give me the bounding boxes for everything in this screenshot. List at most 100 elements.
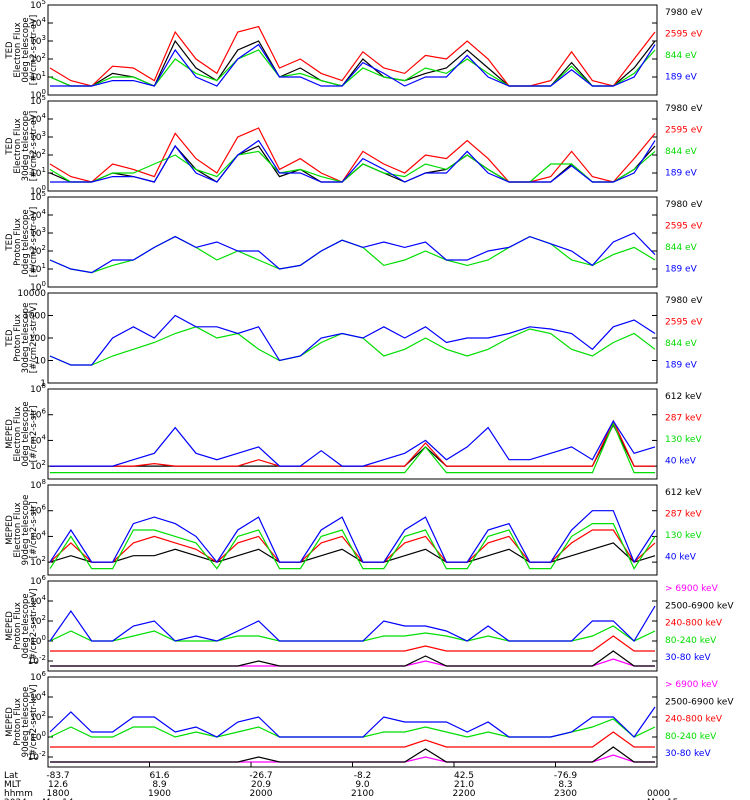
legend-entry: 40 keV	[665, 552, 697, 562]
y-axis-label-line: 30deg telescope	[21, 303, 31, 374]
y-tick-label: 10	[35, 357, 47, 367]
series-line	[49, 706, 656, 738]
y-axis-label-line: 0deg telescope	[21, 17, 31, 82]
legend-entry: 189 eV	[665, 264, 698, 274]
plot-frame	[47, 676, 658, 768]
y-tick-label: 105	[30, 94, 46, 107]
x-tick-label: 2100	[351, 789, 374, 799]
y-tick-label-exponent: 1	[42, 166, 46, 174]
x-row-label: hhmm	[4, 789, 33, 799]
y-axis-label-line: [#/cm2-s-str-eV]	[29, 303, 39, 373]
y-tick-label-base: 10	[30, 91, 42, 101]
series-line	[50, 635, 655, 652]
series-line	[50, 650, 655, 667]
y-tick-label-base: 10	[30, 597, 42, 607]
series-line	[50, 419, 656, 467]
series-line	[49, 232, 656, 274]
y-tick-label-exponent: 4	[42, 208, 47, 216]
legend-entry: 240-800 keV	[665, 619, 723, 629]
y-tick-label-exponent: 0	[42, 88, 46, 96]
plot-frame	[47, 196, 658, 288]
y-tick-label: 10000	[17, 289, 46, 299]
y-axis-label-line: TED	[5, 329, 15, 348]
series-line	[49, 127, 656, 183]
x-tick-label: 61.6	[149, 771, 169, 781]
y-tick-label-base: 10	[30, 115, 42, 125]
y-tick-label-exponent: 2	[42, 555, 46, 563]
y-tick-label-base: 10	[30, 73, 42, 83]
y-axis-label-line: MEPED	[5, 419, 15, 449]
y-tick-label: 101	[30, 262, 46, 275]
y-tick-label: 102	[30, 555, 46, 568]
y-tick-label-exponent: 5	[42, 94, 46, 102]
y-tick-label: 104	[30, 112, 46, 125]
y-tick-label-base: 10	[30, 637, 42, 647]
legend-entry: 189 eV	[665, 168, 698, 178]
plot-frame	[47, 580, 658, 672]
y-axis-label-line: Proton Flux	[13, 602, 23, 650]
y-axis-label-line: 0deg telescope	[21, 209, 31, 274]
y-tick-label: 106	[30, 408, 46, 421]
y-tick-label-exponent: 2	[42, 459, 46, 467]
x-row-label: Lat	[4, 771, 19, 781]
y-tick-label-exponent: 8	[42, 382, 46, 390]
y-axis-label-line: 30deg telescope	[21, 111, 31, 182]
y-tick-label: 10-2	[28, 654, 46, 667]
y-tick-label-exponent: 4	[42, 16, 47, 24]
y-tick-label: 100	[30, 184, 46, 197]
y-tick-label-base: 10	[30, 19, 42, 29]
y-tick-label-base: 10	[30, 283, 42, 293]
series-line	[50, 658, 655, 667]
legend-entry: 7980 eV	[665, 104, 703, 114]
y-tick-label-base: 10	[30, 187, 42, 197]
y-axis-label-line: Electron Flux	[13, 406, 23, 461]
y-tick-label: 100	[30, 88, 46, 101]
y-tick-label-base: 10	[30, 558, 42, 568]
y-tick-label: 100	[29, 334, 46, 344]
y-tick-label-base: 10	[30, 733, 42, 743]
y-tick-label-exponent: 4	[42, 594, 47, 602]
y-axis-label-line: Electron Flux	[13, 502, 23, 557]
legend-entry: 2595 eV	[665, 221, 703, 231]
x-row-label: MLT	[4, 780, 22, 790]
series-line	[49, 314, 656, 366]
x-tick-label: 20.9	[251, 780, 271, 790]
legend-entry: > 6900 keV	[665, 584, 719, 594]
y-tick-label-base: 10	[30, 97, 42, 107]
series-line	[49, 235, 656, 274]
legend-entry: 80-240 keV	[665, 732, 717, 742]
legend-entry: > 6900 keV	[665, 680, 719, 690]
y-axis-label-line: TED	[5, 233, 15, 252]
legend-entry: 287 keV	[665, 413, 702, 423]
y-tick-label-exponent: 6	[42, 408, 47, 416]
y-tick-label-exponent: 1	[42, 262, 46, 270]
legend-entry: 7980 eV	[665, 8, 703, 18]
legend-entry: 189 eV	[665, 72, 698, 82]
x-tick-label: -8.2	[354, 771, 372, 781]
y-tick-label: 1	[40, 379, 46, 389]
y-tick-label: 105	[30, 190, 46, 203]
legend-entry: 2595 eV	[665, 125, 703, 135]
series-line	[50, 43, 656, 87]
x-tick-label: 2300	[554, 789, 577, 799]
series-line	[50, 139, 656, 183]
legend-entry: 844 eV	[665, 339, 698, 349]
y-axis-label-line: [#/cm2-s-str-keV]	[29, 685, 39, 760]
x-tick-label: 1900	[148, 789, 171, 799]
x-tick-label: 9.0	[355, 780, 370, 790]
series-line	[49, 605, 656, 642]
y-tick-label: 108	[30, 478, 46, 491]
legend-entry: 7980 eV	[665, 200, 703, 210]
y-tick-label: 100	[30, 634, 46, 647]
y-tick-label-base: 10	[30, 436, 42, 446]
y-tick-label-exponent: -2	[39, 654, 46, 662]
